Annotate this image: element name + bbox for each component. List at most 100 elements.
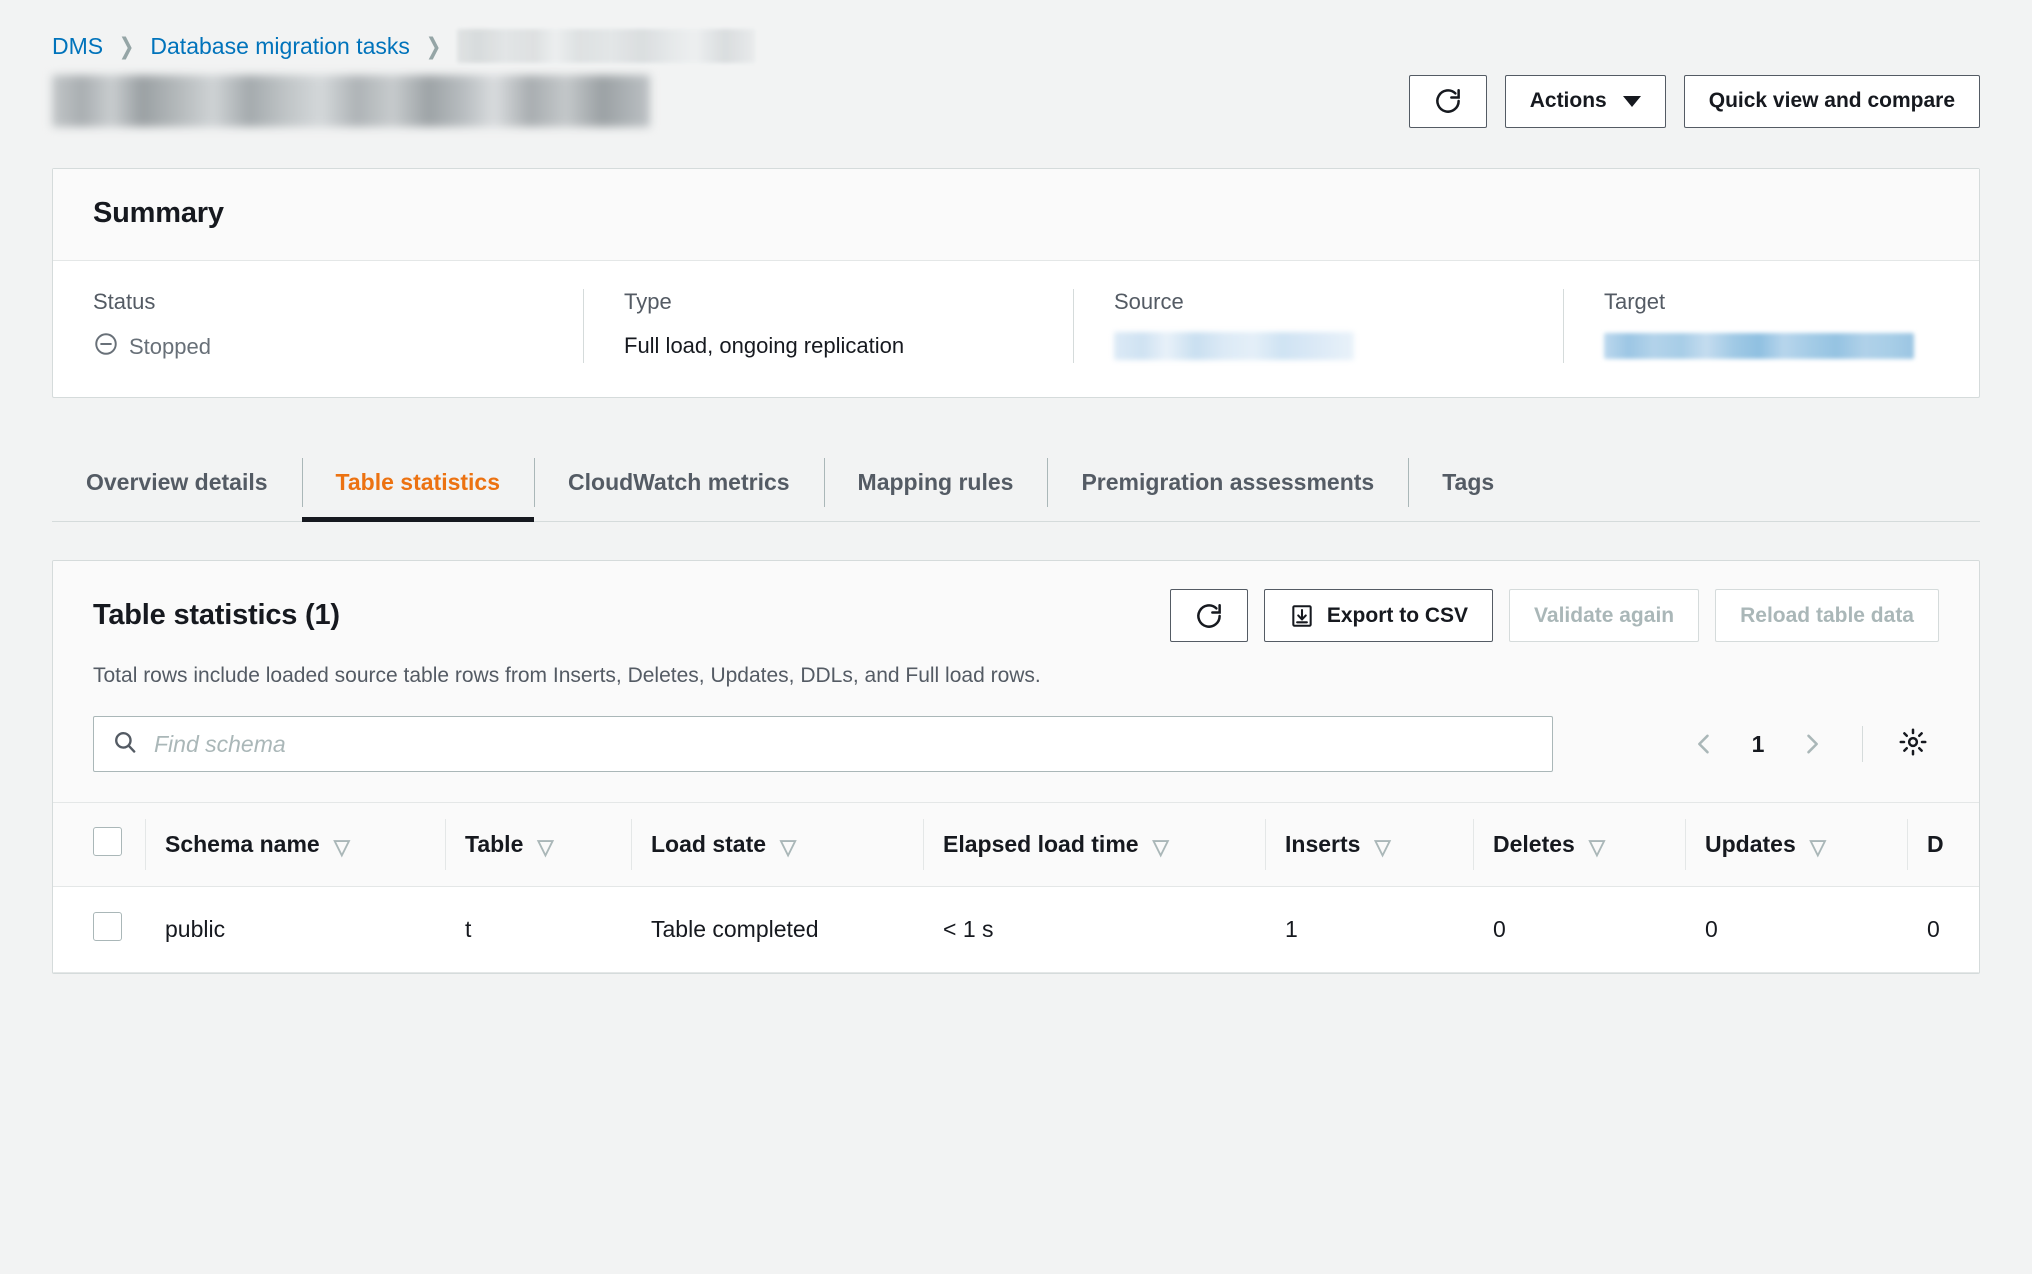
summary-value-type: Full load, ongoing replication	[624, 333, 905, 358]
summary-value-source	[1114, 331, 1523, 361]
column-header-deletes[interactable]: Deletes	[1473, 802, 1685, 887]
cell-deletes: 0	[1473, 886, 1685, 973]
table-statistics-table-wrapper: Schema name Table Load state	[53, 802, 1979, 973]
export-to-csv-label: Export to CSV	[1326, 603, 1469, 627]
column-label-updates: Updates	[1705, 831, 1796, 857]
search-box[interactable]	[93, 716, 1553, 772]
column-header-inserts[interactable]: Inserts	[1265, 802, 1473, 887]
column-label-elapsed-load-time: Elapsed load time	[943, 831, 1139, 857]
summary-panel-body: Status Stopped Type Full load, ongoing r…	[53, 261, 1979, 397]
quick-view-and-compare-button[interactable]: Quick view and compare	[1683, 74, 1980, 128]
validate-again-button[interactable]: Validate again	[1509, 589, 1700, 642]
table-row[interactable]: public t Table completed < 1 s 1 0 0 0	[53, 886, 1979, 973]
summary-field-source: Source	[1073, 289, 1563, 363]
summary-label-type: Type	[624, 289, 672, 314]
pagination-page-1[interactable]: 1	[1751, 730, 1765, 757]
table-statistics-header: Table statistics (1)	[53, 561, 1979, 688]
reload-table-data-button[interactable]: Reload table data	[1715, 589, 1939, 642]
cell-table: t	[445, 886, 631, 973]
pagination-divider	[1862, 726, 1863, 762]
row-checkbox[interactable]	[93, 912, 122, 941]
tab-cloudwatch-metrics[interactable]: CloudWatch metrics	[534, 444, 824, 521]
table-statistics-panel: Table statistics (1)	[52, 560, 1980, 974]
pagination-prev-button[interactable]	[1678, 718, 1730, 770]
gear-icon	[1898, 727, 1928, 762]
tab-overview-details[interactable]: Overview details	[86, 469, 268, 495]
breadcrumb-chevron-icon: ❯	[119, 32, 135, 59]
sort-icon[interactable]	[1374, 835, 1392, 860]
breadcrumb: DMS ❯ Database migration tasks ❯	[0, 0, 2032, 63]
tab-table-statistics[interactable]: Table statistics	[301, 444, 535, 522]
table-statistics-actions: Export to CSV Validate again Reload tabl…	[1169, 589, 1939, 642]
column-label-schema-name: Schema name	[165, 831, 320, 857]
breadcrumb-item-database-migration-tasks[interactable]: Database migration tasks	[150, 32, 410, 59]
pagination: 1	[1678, 718, 1939, 770]
column-header-elapsed-load-time[interactable]: Elapsed load time	[923, 802, 1265, 887]
column-header-ddls[interactable]: D	[1907, 802, 1979, 887]
page-header-actions: Actions Quick view and compare	[1408, 74, 1980, 128]
tab-tags[interactable]: Tags	[1408, 444, 1528, 521]
summary-heading: Summary	[93, 197, 224, 229]
table-statistics-description: Total rows include loaded source table r…	[93, 664, 1041, 687]
table-refresh-button[interactable]	[1169, 589, 1248, 642]
summary-label-status: Status	[93, 289, 156, 314]
column-label-deletes: Deletes	[1493, 831, 1575, 857]
page-title-redacted	[52, 75, 650, 127]
target-endpoint-link-redacted[interactable]	[1604, 333, 1914, 359]
summary-field-type: Type Full load, ongoing replication	[583, 289, 1073, 363]
breadcrumb-item-dms[interactable]: DMS	[52, 32, 104, 59]
cell-elapsed-load-time: < 1 s	[923, 886, 1265, 973]
search-input[interactable]	[154, 730, 1534, 758]
sort-icon[interactable]	[334, 835, 352, 860]
column-label-table: Table	[465, 831, 524, 857]
actions-dropdown-button[interactable]: Actions	[1504, 74, 1666, 128]
sort-icon[interactable]	[780, 835, 798, 860]
tab-mapping-rules[interactable]: Mapping rules	[823, 444, 1048, 521]
table-statistics-filter-row: 1	[53, 688, 1979, 802]
summary-field-status: Status Stopped	[93, 289, 583, 363]
cell-schema-name: public	[145, 886, 445, 973]
sort-icon[interactable]	[1589, 835, 1607, 860]
table-statistics-table: Schema name Table Load state	[53, 802, 1979, 973]
sort-icon[interactable]	[537, 835, 555, 860]
summary-panel: Summary Status Stopped Type Full load, o…	[52, 168, 1980, 398]
breadcrumb-item-task-redacted[interactable]	[457, 29, 756, 63]
column-header-table[interactable]: Table	[445, 802, 631, 887]
table-preferences-button[interactable]	[1887, 718, 1939, 770]
chevron-down-icon	[1622, 95, 1641, 107]
column-header-schema-name[interactable]: Schema name	[145, 802, 445, 887]
page-title-row: Actions Quick view and compare	[0, 46, 2032, 132]
cell-ddls: 0	[1907, 886, 1979, 973]
select-all-header	[53, 802, 145, 887]
source-endpoint-link-redacted[interactable]	[1114, 332, 1354, 360]
breadcrumb-chevron-icon: ❯	[425, 32, 442, 59]
summary-label-target: Target	[1604, 289, 1666, 314]
select-all-checkbox[interactable]	[93, 827, 122, 856]
tab-premigration-assessments[interactable]: Premigration assessments	[1047, 444, 1408, 521]
export-to-csv-button[interactable]: Export to CSV	[1263, 589, 1494, 642]
row-select-cell	[53, 886, 145, 973]
column-header-load-state[interactable]: Load state	[631, 802, 923, 887]
column-header-updates[interactable]: Updates	[1685, 802, 1907, 887]
summary-panel-header: Summary	[53, 169, 1979, 261]
search-icon	[112, 729, 138, 760]
refresh-icon	[1433, 86, 1463, 116]
cell-updates: 0	[1685, 886, 1907, 973]
circle-minus-icon	[93, 331, 119, 363]
table-header-row: Schema name Table Load state	[53, 802, 1979, 887]
pagination-next-button[interactable]	[1786, 718, 1838, 770]
sort-icon[interactable]	[1810, 835, 1828, 860]
sort-icon[interactable]	[1153, 835, 1171, 860]
column-label-load-state: Load state	[651, 831, 767, 857]
column-label-inserts: Inserts	[1285, 831, 1361, 857]
summary-field-target: Target	[1563, 289, 2023, 363]
table-statistics-title: Table statistics (1)	[93, 599, 340, 631]
summary-label-source: Source	[1114, 289, 1184, 314]
tab-bar: Overview details Table statistics CloudW…	[52, 444, 1980, 522]
status-text: Stopped	[129, 334, 211, 359]
refresh-button[interactable]	[1408, 74, 1487, 128]
summary-value-status: Stopped	[93, 331, 543, 363]
actions-label: Actions	[1529, 89, 1607, 112]
column-label-ddls: D	[1927, 831, 1944, 857]
download-icon	[1289, 603, 1315, 629]
